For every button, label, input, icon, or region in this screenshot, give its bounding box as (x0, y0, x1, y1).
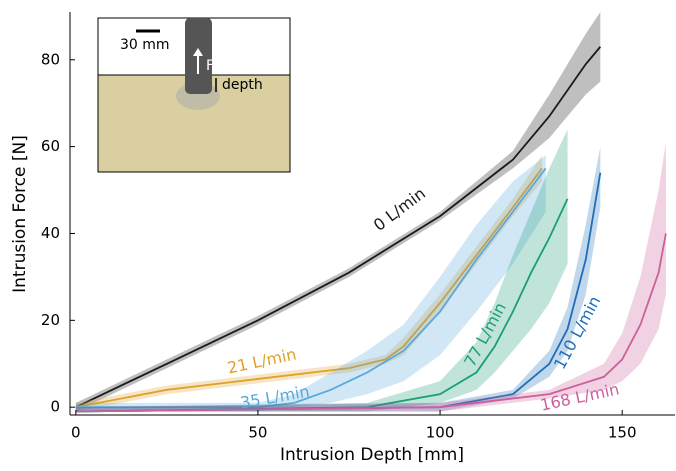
inset-force-arrowhead (193, 48, 203, 56)
x-axis-label: Intrusion Depth [mm] (280, 445, 464, 465)
inset-depth-label: depth (222, 77, 263, 93)
band (75, 155, 546, 412)
inset-scale-label: 30 mm (120, 37, 170, 53)
y-tick-label: 40 (41, 224, 60, 242)
line (75, 167, 547, 409)
inset: F depth 30 mm (97, 17, 291, 173)
band (75, 142, 666, 412)
line (75, 233, 667, 413)
y-axis-label: Intrusion Force [N] (10, 135, 30, 293)
x-tick-label: 50 (248, 424, 267, 442)
x-tick-label: 0 (71, 424, 81, 442)
line (75, 46, 602, 408)
line (75, 167, 543, 409)
x-tick-label: 100 (426, 424, 455, 442)
line (75, 198, 569, 413)
band (75, 155, 543, 412)
y-tick-label: 20 (41, 311, 60, 329)
x-tick-label: 150 (608, 424, 637, 442)
y-tick-label: 60 (41, 137, 60, 155)
y-tick-label: 80 (41, 50, 60, 68)
y-tick-label: 0 (50, 398, 60, 416)
inset-force-label: F (206, 58, 214, 74)
